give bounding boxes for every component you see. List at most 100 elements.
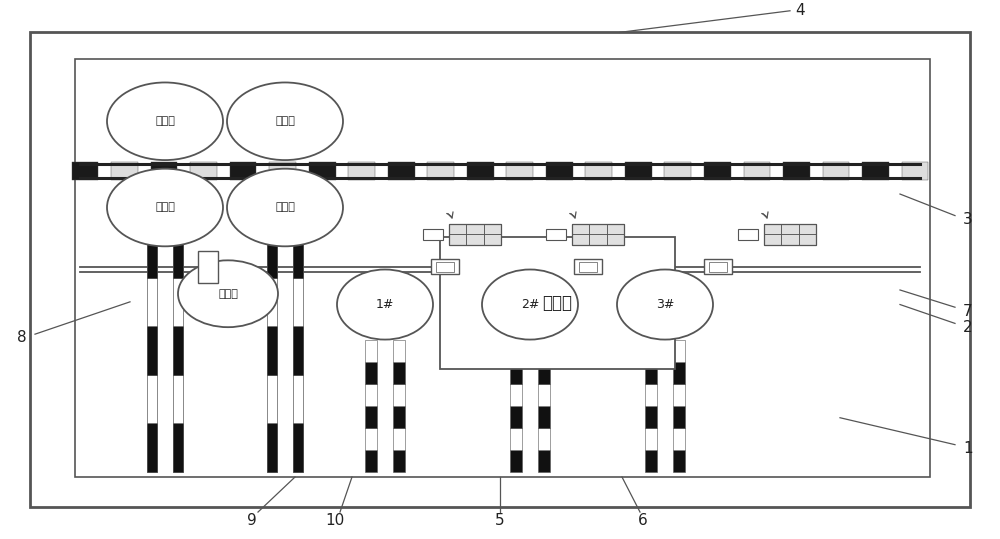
Bar [607, 224, 624, 234]
Bar [645, 450, 657, 472]
Bar [645, 340, 657, 362]
Bar [147, 375, 157, 423]
Bar [267, 326, 277, 375]
Bar [147, 278, 157, 326]
Bar [309, 162, 336, 180]
Bar [664, 162, 691, 180]
Bar [267, 181, 277, 229]
Bar [538, 384, 550, 405]
Bar [267, 326, 277, 375]
Bar [393, 384, 405, 405]
Bar [823, 162, 849, 180]
Bar [147, 423, 157, 472]
Bar [449, 234, 466, 245]
Bar [147, 278, 157, 326]
Bar [572, 224, 589, 234]
Bar [388, 162, 415, 180]
Bar [147, 375, 157, 423]
Bar [293, 229, 303, 278]
Bar [510, 427, 522, 450]
Bar [365, 427, 377, 450]
Bar [538, 340, 550, 362]
Bar [466, 224, 484, 234]
Bar [393, 340, 405, 362]
Bar [673, 340, 685, 362]
Bar [267, 229, 277, 278]
Bar [111, 162, 138, 180]
Bar [781, 224, 799, 234]
Text: 3#: 3# [656, 298, 674, 311]
Bar [484, 234, 501, 245]
Bar [173, 375, 183, 423]
Bar [147, 423, 157, 472]
Bar [607, 234, 624, 245]
Bar [572, 224, 624, 245]
Bar [579, 262, 597, 272]
Bar [546, 229, 566, 240]
Bar [173, 229, 183, 278]
Bar [510, 384, 522, 405]
Bar [744, 162, 770, 180]
Text: 7: 7 [963, 303, 973, 319]
Bar [423, 229, 443, 240]
Bar [147, 181, 157, 229]
Bar [645, 405, 657, 427]
Bar [293, 278, 303, 326]
Bar [764, 234, 781, 245]
Bar [538, 362, 550, 384]
Bar [393, 450, 405, 472]
Bar [267, 278, 277, 326]
Bar [510, 340, 522, 362]
Bar [293, 181, 303, 229]
Bar [781, 234, 799, 245]
Bar [293, 229, 303, 278]
Bar [365, 362, 377, 384]
Bar [269, 162, 296, 180]
Bar [673, 427, 685, 450]
Bar [764, 224, 816, 245]
Bar [673, 384, 685, 405]
Bar [267, 423, 277, 472]
Bar [365, 450, 377, 472]
Bar [645, 362, 657, 384]
Bar [589, 234, 607, 245]
Bar [293, 326, 303, 375]
Text: 2#: 2# [521, 298, 539, 311]
Bar [75, 59, 930, 477]
Bar [365, 384, 377, 405]
Bar [466, 234, 484, 245]
Bar [147, 229, 157, 278]
Bar [147, 181, 157, 229]
Bar [173, 326, 183, 375]
Bar [147, 326, 157, 375]
Bar [673, 362, 685, 384]
Bar [704, 162, 731, 180]
Bar [393, 427, 405, 450]
Text: 1#: 1# [376, 298, 394, 311]
Bar [267, 278, 277, 326]
Bar [510, 362, 522, 384]
Text: 5: 5 [495, 513, 505, 528]
Bar [510, 405, 522, 427]
Bar [436, 262, 454, 272]
Bar [173, 423, 183, 472]
Ellipse shape [617, 270, 713, 340]
Bar [293, 278, 303, 326]
Bar [484, 224, 501, 234]
Text: 铁水包: 铁水包 [275, 116, 295, 126]
Bar [293, 423, 303, 472]
Text: 9: 9 [247, 513, 257, 528]
Bar [585, 162, 612, 180]
Bar [673, 405, 685, 427]
Bar [173, 278, 183, 326]
Bar [293, 375, 303, 423]
Bar [173, 229, 183, 278]
Bar [267, 229, 277, 278]
Bar [348, 162, 375, 180]
Text: 1: 1 [963, 441, 973, 456]
Bar [467, 162, 494, 180]
Bar [293, 326, 303, 375]
Text: 3: 3 [963, 212, 973, 227]
Bar [645, 384, 657, 405]
Bar [147, 229, 157, 278]
